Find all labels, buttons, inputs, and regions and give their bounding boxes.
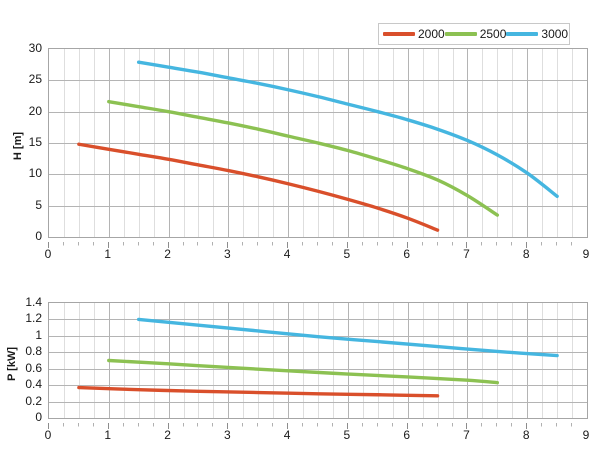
head-curve-x-tick-label: 4 bbox=[283, 247, 291, 261]
head-curve-x-tick-label: 1 bbox=[104, 247, 112, 261]
series-line-3000 bbox=[136, 60, 559, 198]
power-curve-x-tick-label: 2 bbox=[164, 428, 171, 442]
series-line-2500 bbox=[107, 99, 500, 217]
head-curve-y-tick-label: 5 bbox=[35, 197, 42, 212]
head-curve-x-tick-label: 7 bbox=[463, 247, 470, 261]
legend-label-2000: 2000 bbox=[418, 27, 445, 41]
head-curve-y-tick-label: 0 bbox=[35, 229, 42, 243]
power-chart: P [kW] 0 0.2 0.4 0.6 0.8 1 1.2 1.4 0 1 2 3 4 5 6 7 8 9 bbox=[0, 290, 600, 462]
head-curve-y-tick-label: 15 bbox=[28, 135, 42, 149]
head-curve-x-tick-label: 8 bbox=[522, 247, 530, 261]
head-chart: H [m] 0 5 10 15 20 25 30 0 1 2 3 4 5 6 7 8 9 bbox=[12, 41, 590, 261]
power-curve-y-tick-label: 0.8 bbox=[25, 344, 42, 359]
series-line-3000 bbox=[136, 317, 559, 358]
legend-label-2500: 2500 bbox=[479, 27, 507, 41]
power-curve-y-tick-label: 0.2 bbox=[25, 393, 42, 408]
power-curve-x-tick-label: 3 bbox=[223, 428, 231, 442]
power-curve-x-tick-label: 5 bbox=[343, 428, 351, 442]
legend-swatch-2500 bbox=[444, 32, 477, 36]
series-line-2000 bbox=[77, 142, 440, 232]
chart-legend: 2000 2500 3000 bbox=[378, 23, 570, 45]
series-line-2500 bbox=[107, 358, 500, 385]
legend-item-2500: 2500 bbox=[444, 27, 507, 41]
head-curve-x-tick-label: 2 bbox=[164, 247, 171, 261]
gridlines-vertical bbox=[109, 303, 528, 418]
legend-label-3000: 3000 bbox=[541, 27, 569, 41]
power-curve-y-tick-label: 0.4 bbox=[25, 377, 42, 392]
head-curve-canvas bbox=[49, 49, 587, 237]
head-chart-plot-area bbox=[48, 48, 588, 238]
head-curve-x-tick-label: 3 bbox=[223, 247, 231, 261]
power-curve-x-tick-label: 1 bbox=[104, 428, 112, 442]
power-curve-y-tick-label: 0 bbox=[35, 410, 42, 424]
head-curve-y-tick-label: 20 bbox=[28, 103, 42, 118]
head-curve-y-tick-label: 25 bbox=[28, 72, 42, 87]
legend-item-3000: 3000 bbox=[506, 28, 568, 40]
head-curve-x-tick-label: 6 bbox=[403, 247, 410, 261]
power-curve-x-tick-label: 6 bbox=[403, 428, 410, 442]
power-curve-y-tick-label: 1 bbox=[35, 327, 42, 342]
legend-swatch-3000 bbox=[506, 32, 539, 36]
legend-item-2000: 2000 bbox=[383, 28, 445, 40]
power-curve-y-tick-label: 1.4 bbox=[25, 295, 42, 309]
minor-gridlines-vertical bbox=[64, 303, 573, 418]
head-curve-x-axis-ticks bbox=[48, 236, 587, 248]
power-curve-x-tick-label: 4 bbox=[283, 428, 291, 442]
power-curve-x-axis-ticks bbox=[48, 417, 587, 429]
power-curve-y-tick-label: 0.6 bbox=[25, 360, 42, 375]
power-curve-x-tick-label: 0 bbox=[44, 428, 52, 442]
power-curve-y-tick-label: 1.2 bbox=[25, 311, 42, 326]
head-curve-y-tick-label: 30 bbox=[28, 41, 42, 55]
power-curve-x-tick-label: 7 bbox=[463, 428, 470, 442]
legend-swatch-2000 bbox=[383, 32, 415, 36]
power-chart-plot-area bbox=[48, 302, 588, 419]
power-curve-canvas bbox=[49, 303, 587, 418]
head-curve-x-tick-label: 0 bbox=[44, 247, 52, 261]
power-curve-x-tick-label: 9 bbox=[582, 428, 590, 442]
head-curve-x-tick-label: 9 bbox=[582, 247, 590, 261]
power-curve-x-tick-label: 8 bbox=[522, 428, 530, 442]
series-line-2000 bbox=[77, 385, 440, 398]
head-curve-y-tick-label: 10 bbox=[28, 166, 42, 181]
head-curve-x-tick-label: 5 bbox=[343, 247, 351, 261]
